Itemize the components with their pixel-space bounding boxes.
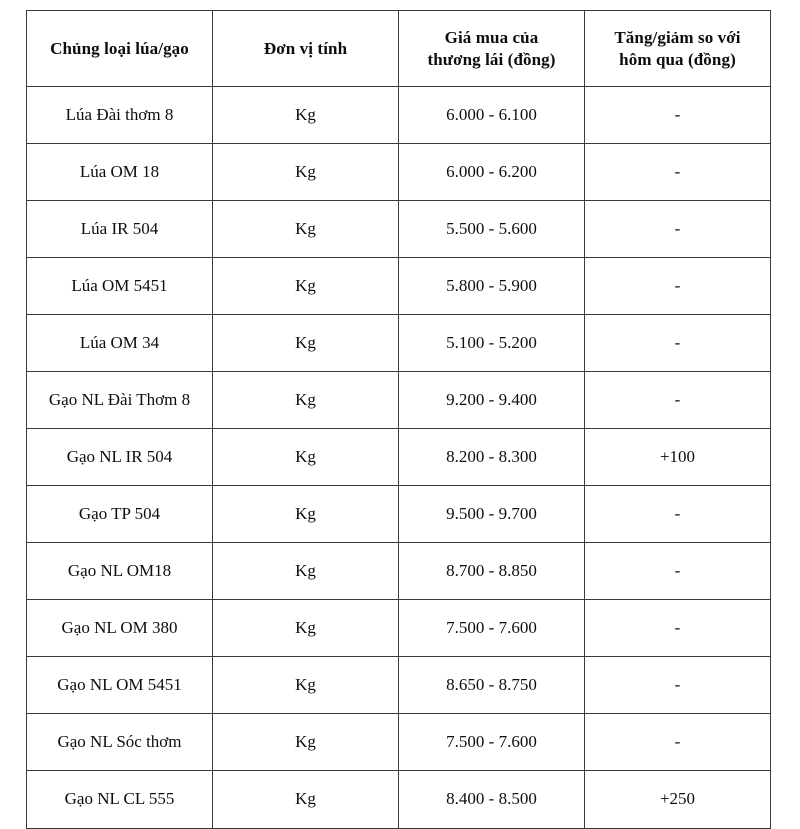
cell-price: 5.500 - 5.600: [398, 200, 585, 258]
cell-change: -: [584, 200, 771, 258]
column-header-change-line1: Tăng/giảm so với: [614, 27, 741, 47]
cell-unit: Kg: [212, 371, 399, 429]
cell-type: Lúa OM 18: [26, 143, 213, 201]
column-header-type: Chủng loại lúa/gạo: [26, 10, 213, 87]
cell-unit: Kg: [212, 656, 399, 714]
column-header-price-line1: Giá mua của: [444, 27, 539, 47]
cell-change: -: [584, 314, 771, 372]
cell-change: -: [584, 599, 771, 657]
cell-unit: Kg: [212, 257, 399, 315]
cell-price: 5.800 - 5.900: [398, 257, 585, 315]
page-root: Chủng loại lúa/gạo Đơn vị tính Giá mua c…: [26, 10, 771, 829]
cell-change: -: [584, 656, 771, 714]
column-header-change: Tăng/giảm so với hôm qua (đồng): [584, 10, 771, 87]
cell-type: Gạo NL OM18: [26, 542, 213, 600]
cell-price: 9.500 - 9.700: [398, 485, 585, 543]
cell-unit: Kg: [212, 314, 399, 372]
table-row: Lúa Đài thơm 8 Kg 6.000 - 6.100 -: [26, 86, 771, 144]
cell-type: Lúa Đài thơm 8: [26, 86, 213, 144]
table-body: Lúa Đài thơm 8 Kg 6.000 - 6.100 - Lúa OM…: [26, 86, 771, 829]
table-row: Gạo NL Sóc thơm Kg 7.500 - 7.600 -: [26, 713, 771, 771]
cell-type: Gạo NL Đài Thơm 8: [26, 371, 213, 429]
table-row: Gạo NL OM 5451 Kg 8.650 - 8.750 -: [26, 656, 771, 714]
cell-type: Lúa OM 34: [26, 314, 213, 372]
table-header-row: Chủng loại lúa/gạo Đơn vị tính Giá mua c…: [26, 10, 771, 87]
table-row: Lúa IR 504 Kg 5.500 - 5.600 -: [26, 200, 771, 258]
cell-price: 7.500 - 7.600: [398, 713, 585, 771]
cell-price: 8.200 - 8.300: [398, 428, 585, 486]
table-row: Lúa OM 34 Kg 5.100 - 5.200 -: [26, 314, 771, 372]
cell-change: +250: [584, 770, 771, 829]
cell-price: 7.500 - 7.600: [398, 599, 585, 657]
cell-unit: Kg: [212, 770, 399, 829]
cell-unit: Kg: [212, 485, 399, 543]
cell-change: -: [584, 542, 771, 600]
table-row: Lúa OM 18 Kg 6.000 - 6.200 -: [26, 143, 771, 201]
cell-type: Gạo NL OM 5451: [26, 656, 213, 714]
cell-unit: Kg: [212, 713, 399, 771]
column-header-unit: Đơn vị tính: [212, 10, 399, 87]
table-row: Gạo NL CL 555 Kg 8.400 - 8.500 +250: [26, 770, 771, 829]
cell-price: 9.200 - 9.400: [398, 371, 585, 429]
column-header-change-line2: hôm qua (đồng): [619, 49, 736, 69]
cell-unit: Kg: [212, 143, 399, 201]
cell-price: 6.000 - 6.200: [398, 143, 585, 201]
cell-type: Lúa OM 5451: [26, 257, 213, 315]
table-header: Chủng loại lúa/gạo Đơn vị tính Giá mua c…: [26, 10, 771, 87]
cell-unit: Kg: [212, 86, 399, 144]
cell-change: -: [584, 86, 771, 144]
cell-unit: Kg: [212, 599, 399, 657]
column-header-price-line2: thương lái (đồng): [427, 49, 556, 69]
cell-unit: Kg: [212, 428, 399, 486]
cell-change: -: [584, 371, 771, 429]
cell-unit: Kg: [212, 200, 399, 258]
table-row: Gạo NL OM18 Kg 8.700 - 8.850 -: [26, 542, 771, 600]
cell-unit: Kg: [212, 542, 399, 600]
table-row: Gạo NL IR 504 Kg 8.200 - 8.300 +100: [26, 428, 771, 486]
cell-price: 6.000 - 6.100: [398, 86, 585, 144]
cell-price: 8.400 - 8.500: [398, 770, 585, 829]
cell-type: Gạo NL CL 555: [26, 770, 213, 829]
cell-change: -: [584, 485, 771, 543]
cell-change: +100: [584, 428, 771, 486]
cell-type: Gạo TP 504: [26, 485, 213, 543]
cell-type: Gạo NL Sóc thơm: [26, 713, 213, 771]
column-header-price: Giá mua của thương lái (đồng): [398, 10, 585, 87]
table-row: Lúa OM 5451 Kg 5.800 - 5.900 -: [26, 257, 771, 315]
table-row: Gạo NL OM 380 Kg 7.500 - 7.600 -: [26, 599, 771, 657]
table-row: Gạo TP 504 Kg 9.500 - 9.700 -: [26, 485, 771, 543]
cell-change: -: [584, 713, 771, 771]
cell-price: 8.700 - 8.850: [398, 542, 585, 600]
cell-change: -: [584, 257, 771, 315]
cell-price: 8.650 - 8.750: [398, 656, 585, 714]
cell-change: -: [584, 143, 771, 201]
rice-price-table: Chủng loại lúa/gạo Đơn vị tính Giá mua c…: [26, 10, 771, 829]
cell-type: Gạo NL IR 504: [26, 428, 213, 486]
table-row: Gạo NL Đài Thơm 8 Kg 9.200 - 9.400 -: [26, 371, 771, 429]
cell-type: Lúa IR 504: [26, 200, 213, 258]
cell-price: 5.100 - 5.200: [398, 314, 585, 372]
cell-type: Gạo NL OM 380: [26, 599, 213, 657]
